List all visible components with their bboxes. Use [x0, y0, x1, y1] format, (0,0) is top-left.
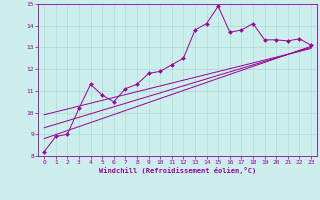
X-axis label: Windchill (Refroidissement éolien,°C): Windchill (Refroidissement éolien,°C): [99, 167, 256, 174]
